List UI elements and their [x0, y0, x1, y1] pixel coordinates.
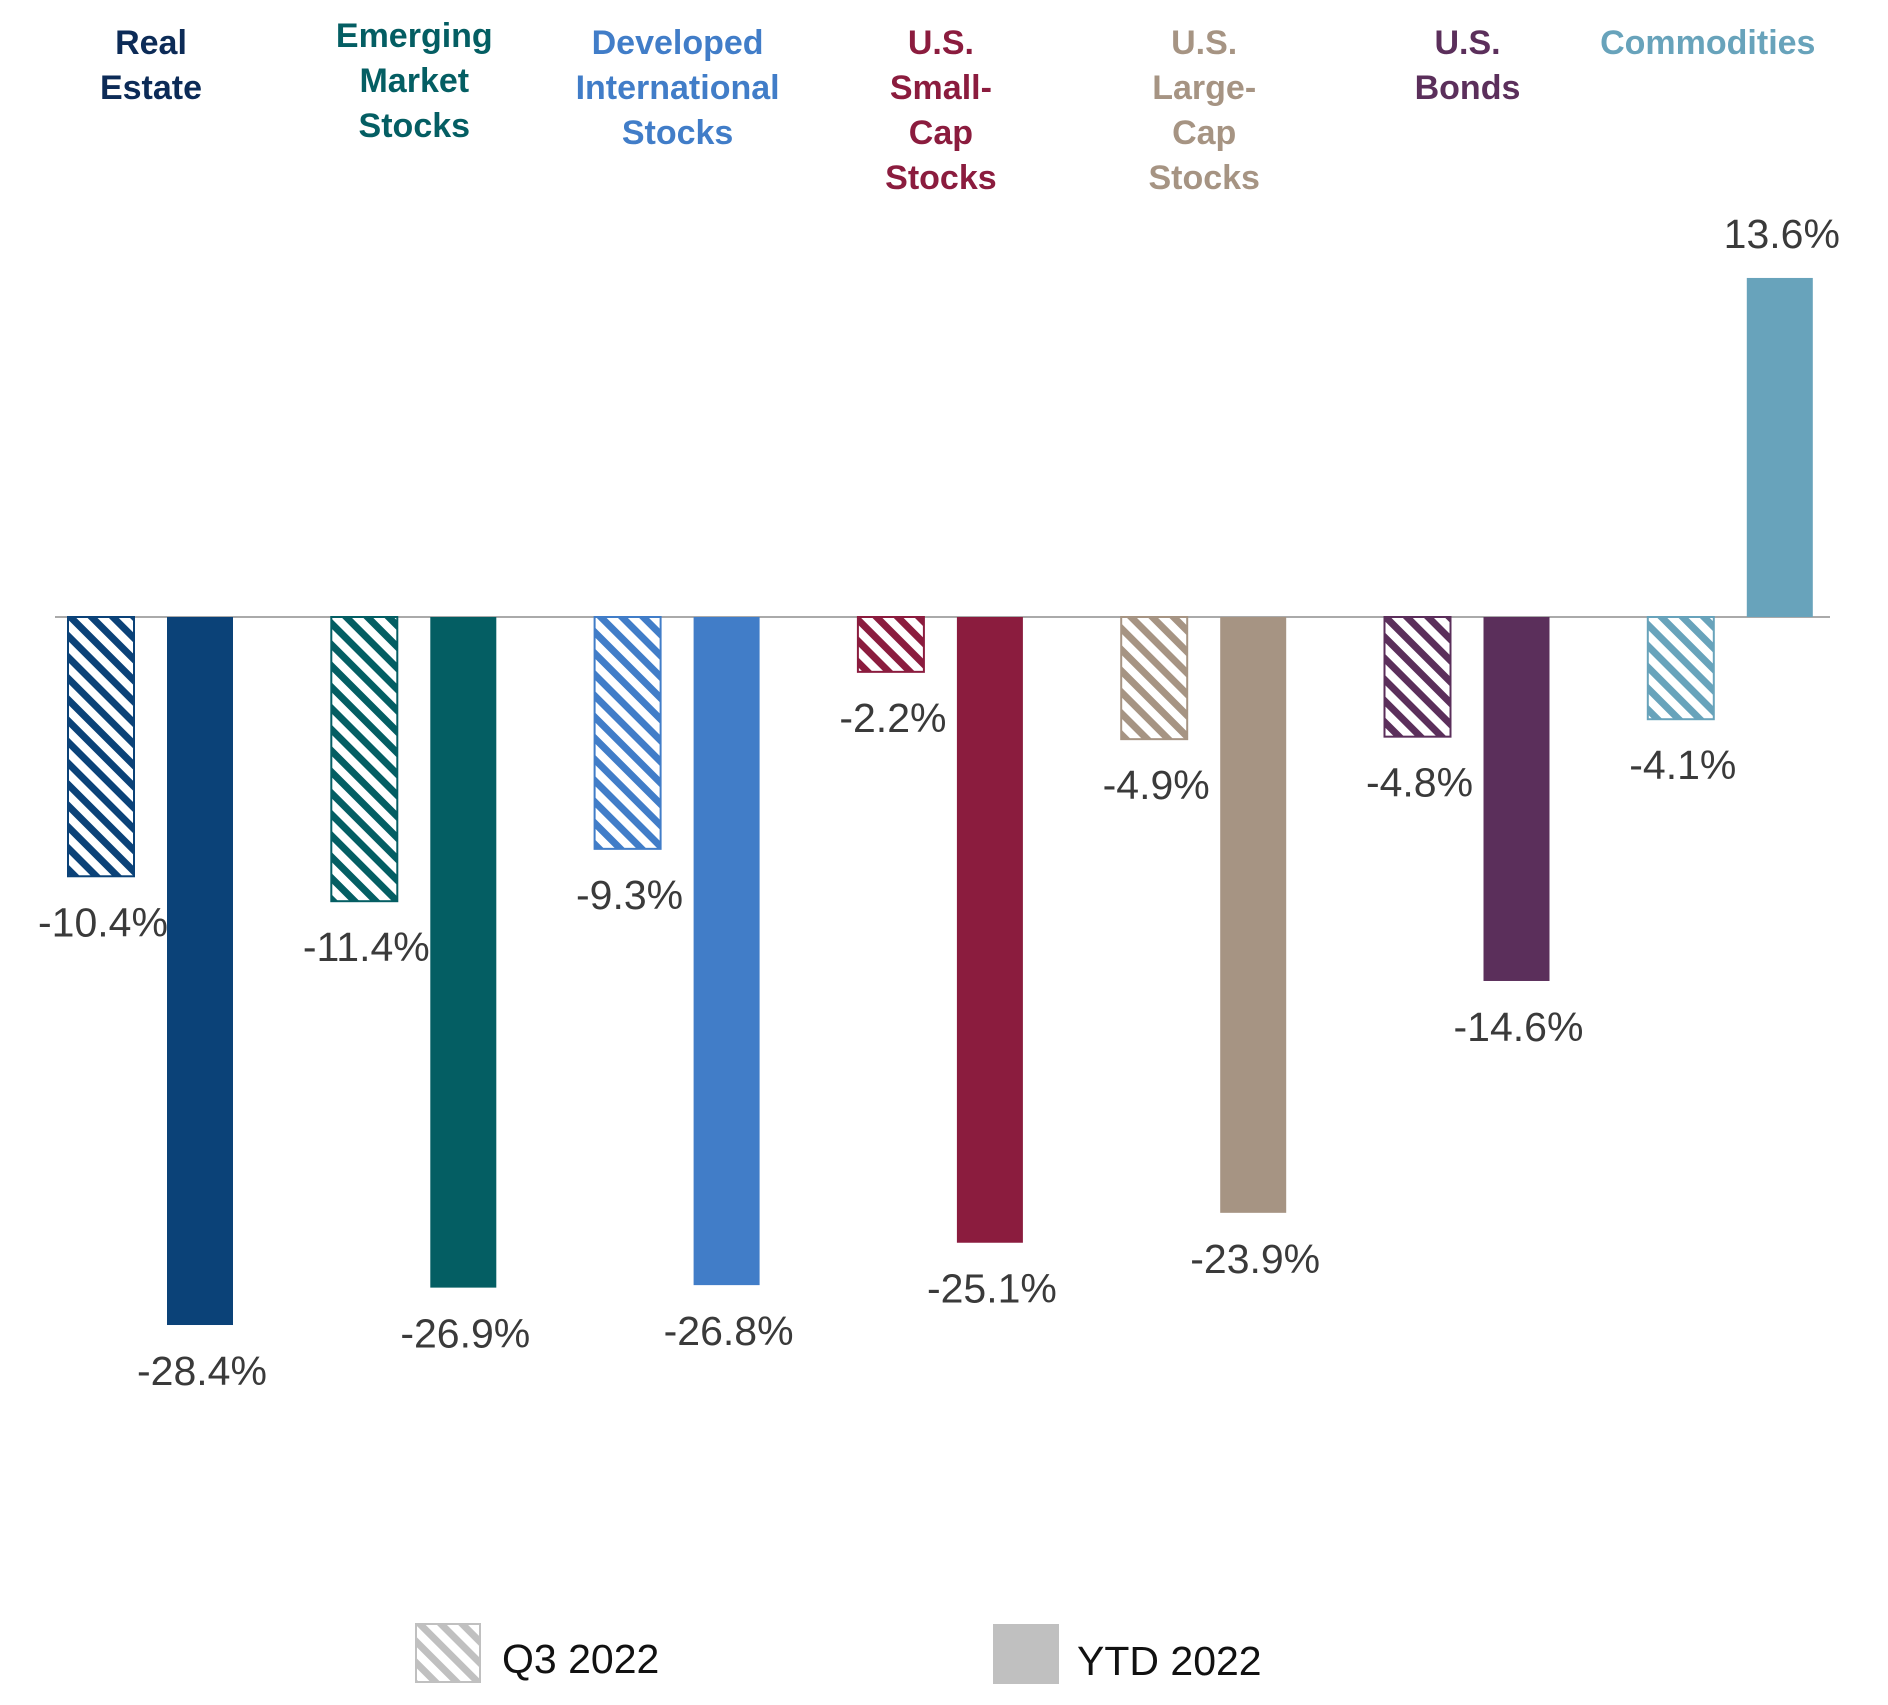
value-label-ytd: -26.9%	[400, 1311, 530, 1357]
bar-ytd-2022	[956, 617, 1023, 1243]
category-label-line: U.S.	[1434, 24, 1500, 62]
category-label-line: Stocks	[1148, 159, 1260, 197]
bars	[67, 277, 1813, 1326]
legend-label-q3: Q3 2022	[502, 1636, 659, 1682]
category-label: Emerging Market Stocks	[336, 17, 493, 145]
value-label-ytd: -23.9%	[1190, 1236, 1320, 1282]
bar-ytd-2022	[693, 617, 760, 1286]
bar-q3-2022	[1120, 616, 1189, 741]
value-label-q3: -4.8%	[1366, 760, 1473, 806]
bar-ytd-2022	[430, 617, 497, 1288]
category-label: Developed International Stocks	[576, 24, 780, 152]
value-label-ytd: 13.6%	[1724, 211, 1840, 257]
category-label-line: Large-	[1152, 69, 1256, 107]
value-label-ytd: -26.8%	[664, 1308, 794, 1354]
category-label-line: Stocks	[885, 159, 997, 197]
category-label-line: Developed	[592, 24, 764, 62]
category-label-line: Bonds	[1415, 69, 1521, 107]
category-label: U.S. Large- Cap Stocks	[1148, 24, 1260, 197]
bar-q3-2022	[593, 616, 662, 850]
bar-q3-2022	[1646, 616, 1715, 721]
category-label: U.S. Small- Cap Stocks	[885, 24, 997, 197]
category-label-line: Stocks	[622, 114, 734, 152]
category-label-line: Estate	[100, 69, 202, 107]
category-label-line: International	[576, 69, 780, 107]
category-label: Real Estate	[100, 24, 202, 107]
category-label-line: Small-	[890, 69, 992, 107]
bar-ytd-2022	[1220, 617, 1287, 1213]
value-label-ytd: -14.6%	[1454, 1004, 1584, 1050]
category-label-line: Cap	[1172, 114, 1236, 152]
value-label-q3: -10.4%	[38, 899, 168, 945]
legend-swatch-ytd	[993, 1624, 1059, 1684]
bar-ytd-2022	[167, 617, 233, 1326]
legend-label-ytd: YTD 2022	[1077, 1638, 1262, 1684]
value-label-q3: -4.1%	[1629, 742, 1736, 788]
value-label-q3: -2.2%	[839, 695, 946, 741]
legend-swatch-q3	[415, 1623, 481, 1683]
bar-ytd-2022	[1483, 617, 1550, 981]
bar-q3-2022	[1383, 616, 1452, 738]
bar-q3-2022	[67, 616, 135, 878]
category-label-line: Emerging	[336, 17, 493, 55]
legend: Q3 2022 YTD 2022	[415, 1623, 1262, 1684]
category-label-line: Commodities	[1600, 24, 1815, 62]
value-label-q3: -9.3%	[576, 872, 683, 918]
category-label-line: Market	[359, 62, 469, 100]
category-label: Commodities	[1600, 24, 1815, 62]
category-label-line: Stocks	[359, 107, 471, 145]
category-label-line: Cap	[909, 114, 973, 152]
bar-q3-2022	[856, 616, 925, 673]
bar-ytd-2022	[1746, 277, 1813, 617]
value-label-q3: -11.4%	[303, 924, 430, 970]
value-label-ytd: -25.1%	[927, 1266, 1057, 1312]
category-labels: Real Estate Emerging Market Stocks Developed I…	[100, 17, 1816, 197]
value-label-ytd: -28.4%	[137, 1348, 267, 1394]
category-label-line: Real	[115, 24, 187, 62]
category-label-line: U.S.	[1171, 24, 1237, 62]
category-label: U.S. Bonds	[1415, 24, 1521, 107]
value-labels: -10.4% -28.4% -11.4% -26.9% -9.3% -26.8% -2.2%…	[38, 211, 1840, 1394]
value-label-q3: -4.9%	[1103, 762, 1210, 808]
bar-q3-2022	[330, 616, 399, 903]
category-label-line: U.S.	[908, 24, 974, 62]
